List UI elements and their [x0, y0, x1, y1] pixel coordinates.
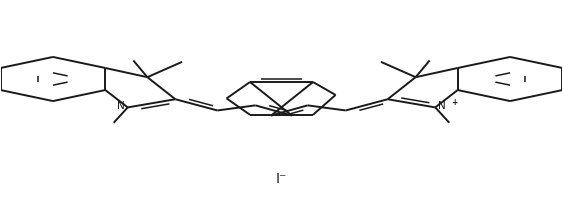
Text: I⁻: I⁻	[276, 171, 287, 185]
Text: N: N	[438, 101, 446, 111]
Text: +: +	[451, 97, 457, 106]
Text: N: N	[117, 101, 125, 111]
